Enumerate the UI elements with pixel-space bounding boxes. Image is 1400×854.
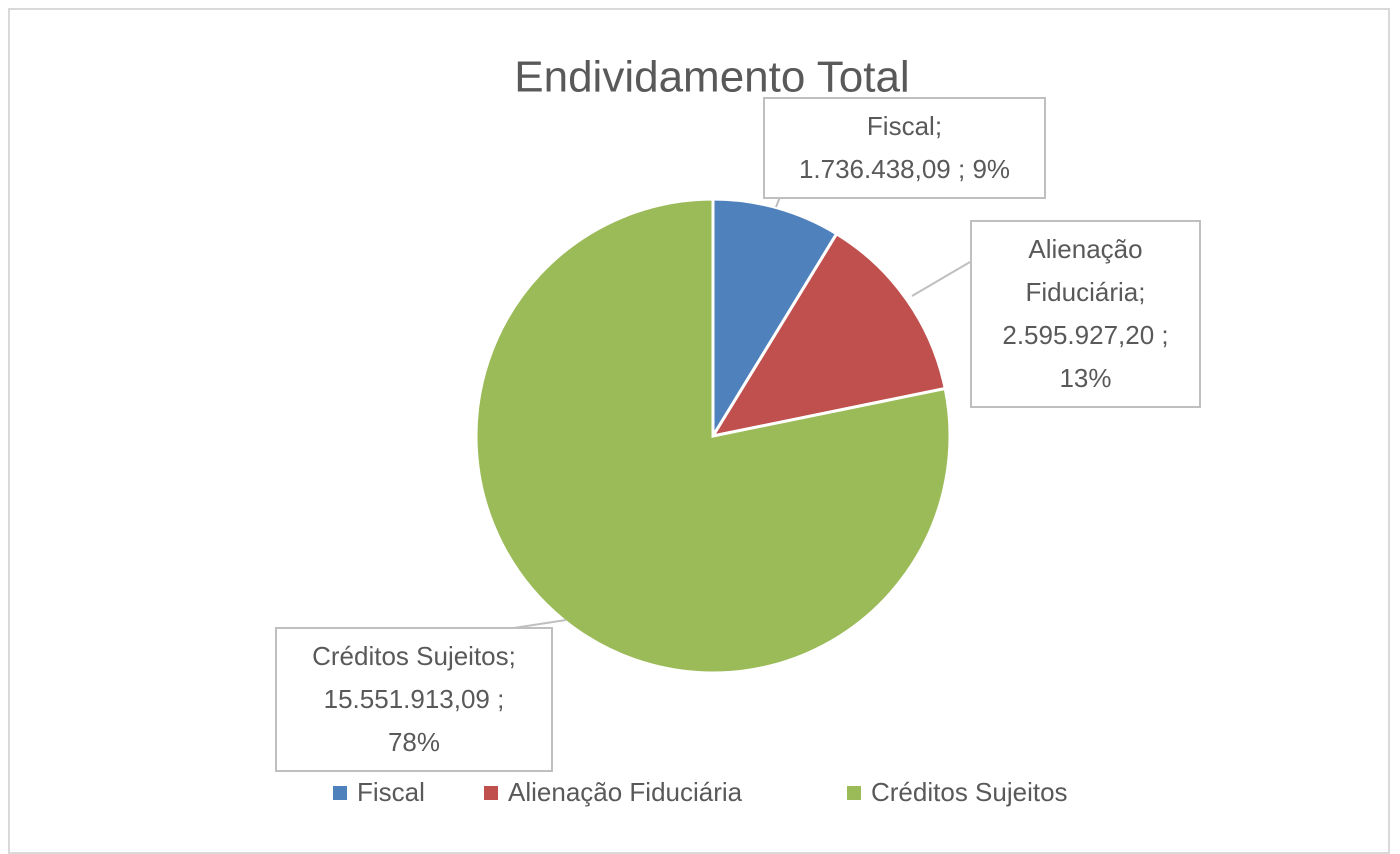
data-label-line: Fiscal; <box>775 105 1034 148</box>
data-label: Fiscal; 1.736.438,09 ; 9% <box>763 97 1046 199</box>
legend-label: Alienação Fiduciária <box>508 777 743 807</box>
data-label-line: 78% <box>287 721 541 764</box>
leader-line <box>911 261 971 297</box>
label-separator: ; <box>934 111 943 141</box>
legend-swatch <box>484 786 498 800</box>
label-category: Créditos Sujeitos <box>312 641 509 671</box>
label-value-group: 2.595.927,20 ; <box>1002 320 1168 350</box>
label-percentage: 78% <box>387 727 441 757</box>
legend-label: Fiscal <box>357 777 425 807</box>
legend-swatch <box>847 786 861 800</box>
data-label-line: Créditos Sujeitos; <box>287 635 541 678</box>
data-label-line: 1.736.438,09 ; 9% <box>775 148 1034 191</box>
label-category: Alienação Fiduciária <box>1025 234 1143 307</box>
label-separator: ; <box>1138 277 1146 307</box>
data-label: Créditos Sujeitos; 15.551.913,09 ; 78% <box>275 627 553 772</box>
label-separator: ; <box>1161 320 1169 350</box>
data-label-line: 2.595.927,20 ; <box>982 314 1189 357</box>
label-separator: ; <box>508 641 516 671</box>
label-value: 15.551.913,09 <box>323 684 490 714</box>
label-value-group: 15.551.913,09 ; <box>324 684 505 714</box>
legend-swatch <box>333 786 347 800</box>
data-label: Alienação Fiduciária; 2.595.927,20 ; 13% <box>970 220 1201 408</box>
data-label-line: Alienação Fiduciária; <box>982 228 1189 314</box>
pie-slice <box>709 231 947 439</box>
label-category: Fiscal <box>866 111 935 141</box>
label-percentage: 9% <box>972 154 1011 184</box>
label-value: 2.595.927,20 <box>1002 320 1155 350</box>
label-separator: ; <box>958 154 966 184</box>
legend-label: Créditos Sujeitos <box>871 777 1068 807</box>
label-percentage: 13% <box>1059 363 1112 393</box>
chart-title: Endividamento Total <box>514 53 909 102</box>
label-separator: ; <box>497 684 505 714</box>
pie-slice <box>711 197 839 442</box>
label-value-group: 1.736.438,09 ; <box>799 154 965 184</box>
label-value: 1.736.438,09 <box>798 154 951 184</box>
data-label-line: 13% <box>982 357 1189 400</box>
data-label-line: 15.551.913,09 ; <box>287 678 541 721</box>
